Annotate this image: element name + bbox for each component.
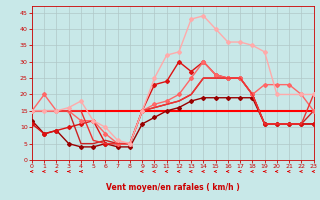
X-axis label: Vent moyen/en rafales ( km/h ): Vent moyen/en rafales ( km/h ) <box>106 183 240 192</box>
